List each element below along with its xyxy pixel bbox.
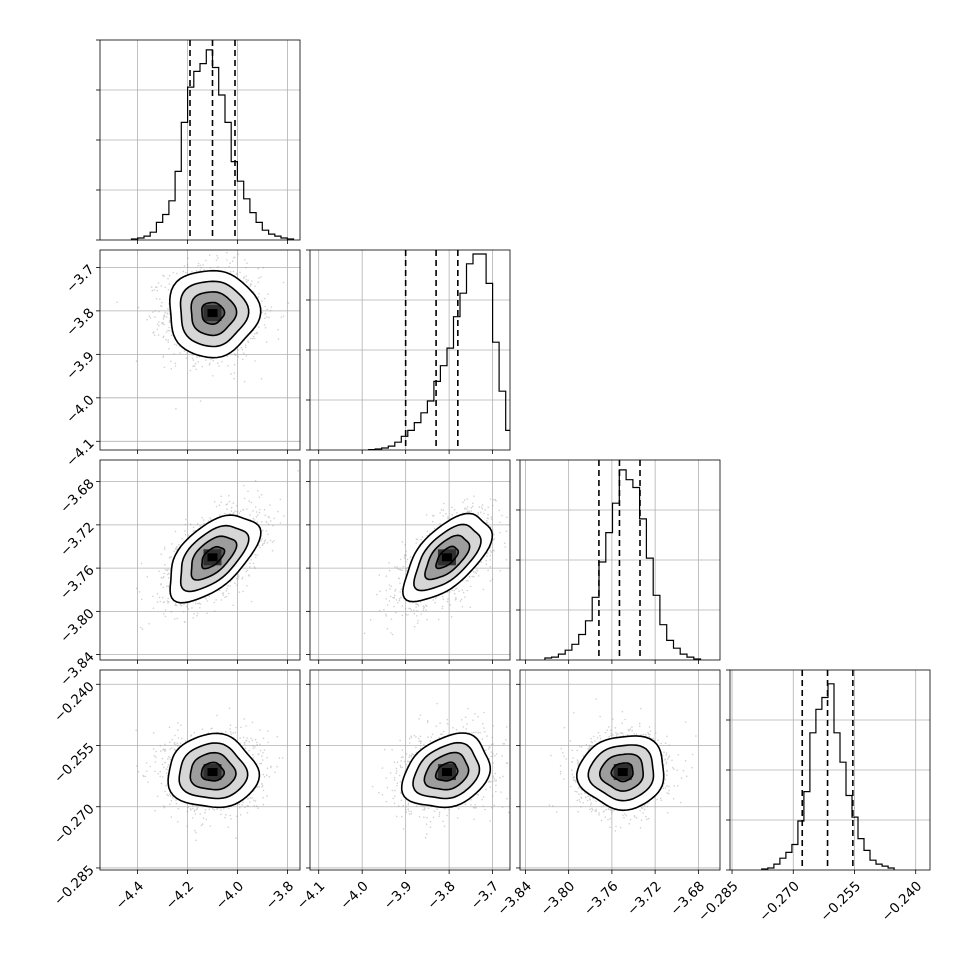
y-tick-label: −0.270 <box>51 801 98 848</box>
panel-frame <box>99 669 301 871</box>
x-tick-label: −4.2 <box>163 878 197 912</box>
x-tick-label: −4.4 <box>113 878 147 912</box>
y-tick-label: −3.9 <box>63 349 97 383</box>
x-tick-label: −0.240 <box>879 878 926 925</box>
histogram-step <box>544 469 702 660</box>
density-blocks <box>203 305 222 322</box>
density-blocks <box>437 764 456 781</box>
hist-panel-1 <box>306 249 511 454</box>
density-block <box>207 309 218 318</box>
contour-line-2 <box>178 742 249 800</box>
contour-line-1 <box>599 753 644 792</box>
histogram-step <box>368 253 510 450</box>
hist-panel-2 <box>516 459 721 664</box>
contour-line-1 <box>424 534 471 581</box>
contour-line-3 <box>400 732 492 809</box>
panel-frame <box>309 459 511 661</box>
histogram-step <box>130 49 295 240</box>
contour-line-0 <box>200 761 225 782</box>
contour-line-1 <box>190 291 238 337</box>
hist-panel-3 <box>726 669 931 874</box>
density-block <box>441 768 452 777</box>
x-tick-label: −4.0 <box>213 878 247 912</box>
contour-line-3 <box>167 732 261 809</box>
x-tick-label: −4.0 <box>337 878 371 912</box>
contour-line-0 <box>201 545 226 570</box>
contour-line-0 <box>610 762 634 783</box>
y-tick-label: −3.7 <box>63 262 97 296</box>
density-blocks <box>203 549 222 566</box>
y-tick-label: −4.0 <box>63 392 97 426</box>
scatter-panel-2-0 <box>96 459 301 664</box>
x-tick-label: −3.72 <box>624 878 665 919</box>
y-tick-label: −3.8 <box>63 305 97 339</box>
scatter-panel-2-1 <box>306 459 511 664</box>
contour-line-2 <box>587 744 655 802</box>
y-tick-label: −0.255 <box>51 740 98 787</box>
panel-frame <box>309 669 511 871</box>
panel-frame <box>99 459 301 661</box>
x-tick-label: −3.9 <box>381 878 415 912</box>
contour-line-0 <box>200 301 226 325</box>
panel-frame <box>99 249 301 451</box>
contour-line-2 <box>412 741 481 800</box>
density-block <box>207 553 218 562</box>
density-block <box>207 768 218 777</box>
hist-panel-0 <box>96 39 301 244</box>
contour-line-3 <box>401 512 494 603</box>
density-blocks <box>203 764 222 781</box>
scatter-panel-3-1 <box>306 669 511 874</box>
contour-line-0 <box>434 761 459 782</box>
contour-line-2 <box>413 523 482 592</box>
x-tick-label: −0.255 <box>817 878 864 925</box>
y-tick-label: −3.76 <box>57 562 98 603</box>
x-tick-label: −3.8 <box>424 878 458 912</box>
contour-line-1 <box>190 535 238 581</box>
density-blocks <box>613 764 632 781</box>
y-tick-label: −0.240 <box>51 679 98 726</box>
density-blocks <box>437 549 456 566</box>
y-tick-label: −3.80 <box>57 606 98 647</box>
density-block <box>617 768 628 777</box>
density-block <box>441 553 452 562</box>
y-tick-label: −3.84 <box>57 649 98 690</box>
contour-line-2 <box>179 524 250 593</box>
contour-line-3 <box>168 269 262 359</box>
y-tick-label: −4.1 <box>63 436 97 470</box>
x-tick-label: −0.270 <box>756 878 803 925</box>
panel-frame <box>519 669 721 871</box>
contour-line-0 <box>435 545 460 570</box>
y-tick-label: −0.285 <box>51 862 98 909</box>
scatter-panel-3-2 <box>516 669 721 874</box>
contour-line-1 <box>423 751 470 791</box>
x-tick-label: −3.76 <box>581 878 622 919</box>
x-tick-label: −3.8 <box>263 878 297 912</box>
y-tick-label: −3.68 <box>57 476 98 517</box>
scatter-panel-1-0 <box>96 249 301 454</box>
x-tick-label: −3.80 <box>538 878 579 919</box>
contour-line-2 <box>179 280 250 348</box>
scatter-panel-3-0 <box>96 669 301 874</box>
x-tick-label: −4.1 <box>294 878 328 912</box>
contour-line-1 <box>189 751 237 791</box>
contour-line-3 <box>169 514 262 604</box>
y-tick-label: −3.72 <box>57 519 98 560</box>
x-tick-label: −3.84 <box>494 878 535 919</box>
contour-line-3 <box>575 735 665 812</box>
